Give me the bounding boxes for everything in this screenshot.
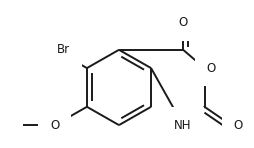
Text: O: O [179, 16, 188, 29]
Text: NH: NH [174, 119, 192, 132]
Text: O: O [207, 62, 216, 75]
Text: O: O [233, 119, 243, 132]
Text: Br: Br [57, 43, 70, 56]
Text: O: O [50, 119, 59, 132]
